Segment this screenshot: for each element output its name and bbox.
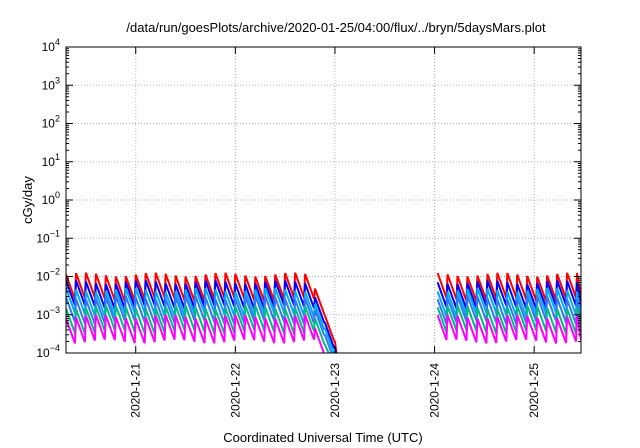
series-path [436,314,581,344]
y-tick-label: 10−4 [36,343,60,360]
x-tick-label: 2020-1-21 [129,363,143,418]
x-tick-label: 2020-1-23 [328,363,342,418]
series-path [436,295,581,325]
series-path [66,314,325,353]
x-tick-label: 2020-1-25 [527,363,541,418]
y-tick-label: 103 [42,75,60,92]
y-tick-label: 101 [42,152,60,169]
y-tick-label: 104 [42,37,60,54]
x-tick-label: 2020-1-22 [228,363,242,418]
series-path [436,304,581,335]
y-axis-label: cGy/day [20,176,35,224]
x-tick-label: 2020-1-24 [428,363,442,418]
x-axis: 2020-1-21 2020-1-22 2020-1-23 2020-1-24 2020… [129,47,541,418]
series-line [66,314,581,353]
y-tick-label: 102 [42,114,60,131]
y-tick-label: 10−2 [36,267,60,284]
series-path [436,272,581,302]
y-tick-label: 10−1 [36,228,60,245]
y-axis: 10−4 10−3 10−2 10−1 100 101 102 103 104 [36,37,581,360]
x-axis-label: Coordinated Universal Time (UTC) [223,430,422,445]
y-tick-label: 100 [42,190,60,207]
y-tick-label: 10−3 [36,305,60,322]
chart-title: /data/run/goesPlots/archive/2020-01-25/0… [126,20,546,35]
series-path [436,287,581,317]
grid [66,47,581,353]
series [66,272,581,353]
series-path [436,280,581,310]
